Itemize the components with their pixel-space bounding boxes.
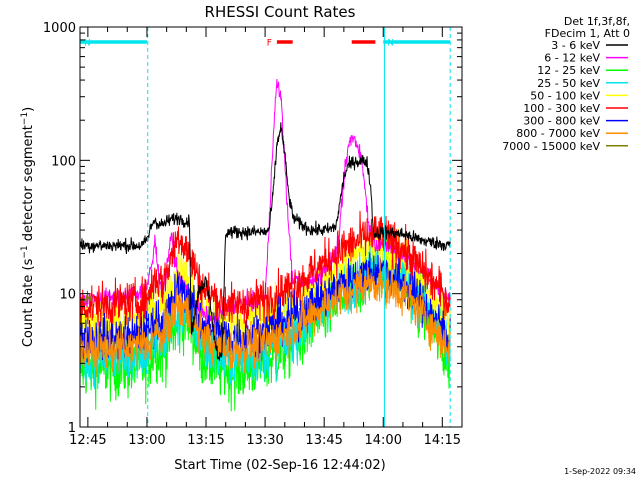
legend-label: 6 - 12 keV <box>544 52 600 65</box>
y-tick-label: 1000 <box>43 21 76 36</box>
x-tick-label: 13:45 <box>305 433 342 448</box>
x-tick-label: 14:15 <box>424 433 461 448</box>
legend-label: 3 - 6 keV <box>551 39 600 52</box>
x-axis-label: Start Time (02-Sep-16 12:44:02) <box>174 458 385 473</box>
y-tick-label: 100 <box>51 154 76 169</box>
x-tick-label: 13:00 <box>128 433 165 448</box>
series-line-100-300-kev <box>80 210 451 329</box>
y-axis-label: Count Rate (s−1 detector segment−1) <box>20 107 36 347</box>
series-layer <box>80 79 451 412</box>
annotation-label: N <box>84 39 91 49</box>
legend-label: 100 - 300 keV <box>523 102 600 115</box>
annotation-label: N <box>387 39 394 49</box>
chart-title: RHESSI Count Rates <box>205 3 356 21</box>
x-tick-label: 14:00 <box>365 433 402 448</box>
plot-frame <box>79 26 463 428</box>
series-line-7000-15000-kev <box>83 293 93 304</box>
series-line-800-7000-kev <box>80 257 451 378</box>
legend-label: 25 - 50 keV <box>537 77 600 90</box>
legend-label: 300 - 800 keV <box>523 115 600 128</box>
legend-header: Det 1f,3f,8f, <box>564 15 630 28</box>
legend-label: 50 - 100 keV <box>530 89 600 102</box>
x-tick-label: 12:45 <box>69 433 106 448</box>
x-tick-label: 13:30 <box>246 433 283 448</box>
annotation-label: F <box>267 39 272 49</box>
legend-label: 7000 - 15000 keV <box>502 140 600 153</box>
y-tick-label: 1 <box>68 421 76 436</box>
footer-timestamp: 1-Sep-2022 09:34 <box>564 467 636 476</box>
legend-label: 12 - 25 keV <box>537 64 600 77</box>
y-tick-label: 10 <box>59 288 76 303</box>
x-tick-label: 13:15 <box>187 433 224 448</box>
legend-label: 800 - 7000 keV <box>516 127 600 140</box>
axes-layer: 12:45 13:00 13:15 13:30 13:45 14:00 14:15 1 10 10… <box>43 21 463 448</box>
legend-header: FDecim 1, Att 0 <box>545 27 630 40</box>
series-line-3-6-kev <box>80 122 451 361</box>
